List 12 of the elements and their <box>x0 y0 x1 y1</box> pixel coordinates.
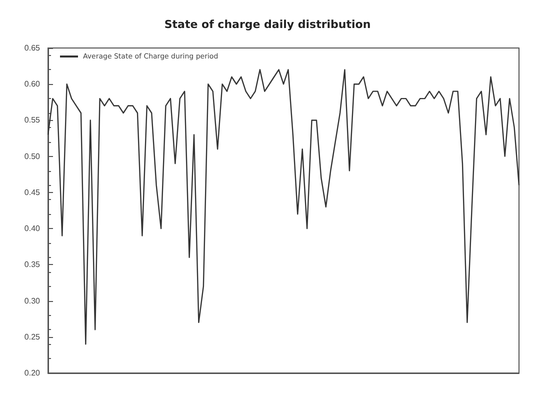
line-series <box>47 69 520 345</box>
y-tick-label: 0.35 <box>24 260 41 270</box>
y-tick-label: 0.20 <box>24 368 41 378</box>
y-tick-label: 0.55 <box>24 116 41 125</box>
y-tick-label: 0.40 <box>24 224 41 234</box>
y-tick-label: 0.30 <box>24 296 41 306</box>
y-tick-label: 0.25 <box>24 332 41 342</box>
chart-title: State of charge daily distribution <box>164 18 371 31</box>
y-tick-label: 0.50 <box>24 152 41 161</box>
y-tick-label: 0.45 <box>24 188 41 197</box>
y-tick-label: 0.65 <box>24 44 41 52</box>
y-tick-label: 0.60 <box>24 80 41 89</box>
